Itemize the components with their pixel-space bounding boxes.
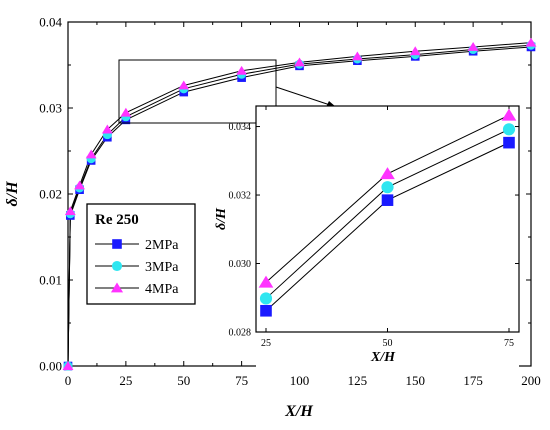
inset-y-tick-label: 0.032: [229, 191, 252, 202]
zoom-arrow: [275, 86, 331, 106]
inset-data-point-2MPa: [503, 136, 515, 149]
inset-x-axis-title: X/H: [370, 350, 396, 365]
legend-items: 2MPa 3MPa 4MPa: [95, 238, 179, 297]
legend-title: Re 250: [95, 212, 139, 228]
x-tick-label: 50: [177, 373, 190, 388]
y-tick-label: 0.03: [39, 101, 62, 116]
y-tick-label: 0.04: [39, 15, 62, 30]
legend: Re 250 2MPa 3MPa 4MPa: [86, 203, 196, 305]
x-tick-label: 150: [406, 373, 426, 388]
data-point-4MPa: [409, 46, 421, 56]
inset-data-point-4MPa: [501, 108, 517, 121]
legend-marker-4MPa: [110, 282, 124, 293]
data-point-4MPa: [85, 149, 97, 159]
inset-y-tick-label: 0.028: [229, 328, 252, 339]
x-tick-label: 100: [290, 373, 310, 388]
data-point-4MPa: [74, 180, 86, 190]
legend-label-2MPa: 2MPa: [145, 238, 179, 253]
x-tick-label: 175: [463, 373, 483, 388]
x-tick-label: 200: [521, 373, 541, 388]
data-point-4MPa: [236, 65, 248, 75]
data-point-4MPa: [64, 206, 76, 216]
legend-label-4MPa: 4MPa: [145, 282, 179, 297]
x-tick-label: 25: [119, 373, 132, 388]
zoom-box: [118, 59, 277, 124]
inset-y-axis-title: δ/H: [214, 207, 229, 230]
data-point-4MPa: [525, 37, 537, 47]
x-tick-label: 75: [235, 373, 248, 388]
inset-data-point-2MPa: [260, 304, 272, 317]
inset-background: [256, 106, 519, 376]
y-tick-label: 0.01: [39, 273, 62, 288]
data-point-4MPa: [120, 107, 132, 117]
legend-marker-2MPa: [112, 239, 122, 249]
inset-x-tick-label: 50: [383, 338, 393, 349]
inset-series-layer: [258, 108, 517, 317]
data-point-4MPa: [467, 41, 479, 51]
inset-y-tick-label: 0.034: [229, 122, 252, 133]
legend-label-3MPa: 3MPa: [145, 260, 179, 275]
inset-x-ticks: 25 50 75: [261, 106, 514, 349]
data-point-4MPa: [294, 57, 305, 67]
y-axis-title: δ/H: [4, 181, 21, 207]
data-point-4MPa: [62, 361, 74, 370]
inset-data-point-4MPa: [380, 167, 395, 180]
inset-data-point-3MPa: [381, 181, 394, 194]
y-tick-label: 0.02: [39, 187, 62, 202]
inset-data-point-3MPa: [259, 292, 273, 305]
inset-data-point-2MPa: [381, 194, 394, 206]
data-point-4MPa: [178, 80, 190, 90]
data-point-4MPa: [351, 51, 363, 61]
inset-y-ticks: 0.028 0.030 0.032 0.034: [229, 122, 519, 339]
inset-data-point-3MPa: [502, 123, 516, 136]
x-tick-label: 0: [65, 373, 72, 388]
main-series-layer: [62, 37, 537, 371]
inset-y-tick-label: 0.030: [229, 259, 252, 270]
x-axis-title: X/H: [284, 403, 313, 420]
inset-data-point-4MPa: [258, 275, 274, 288]
main-y-ticks: 0.00 0.01 0.02 0.03 0.04: [39, 15, 531, 374]
x-tick-label: 125: [348, 373, 368, 388]
legend-box: [86, 203, 196, 305]
y-tick-label: 0.00: [39, 359, 62, 374]
inset-x-tick-label: 25: [261, 338, 271, 349]
legend-marker-3MPa: [111, 260, 123, 272]
inset-x-tick-label: 75: [504, 338, 514, 349]
data-point-4MPa: [101, 124, 113, 134]
